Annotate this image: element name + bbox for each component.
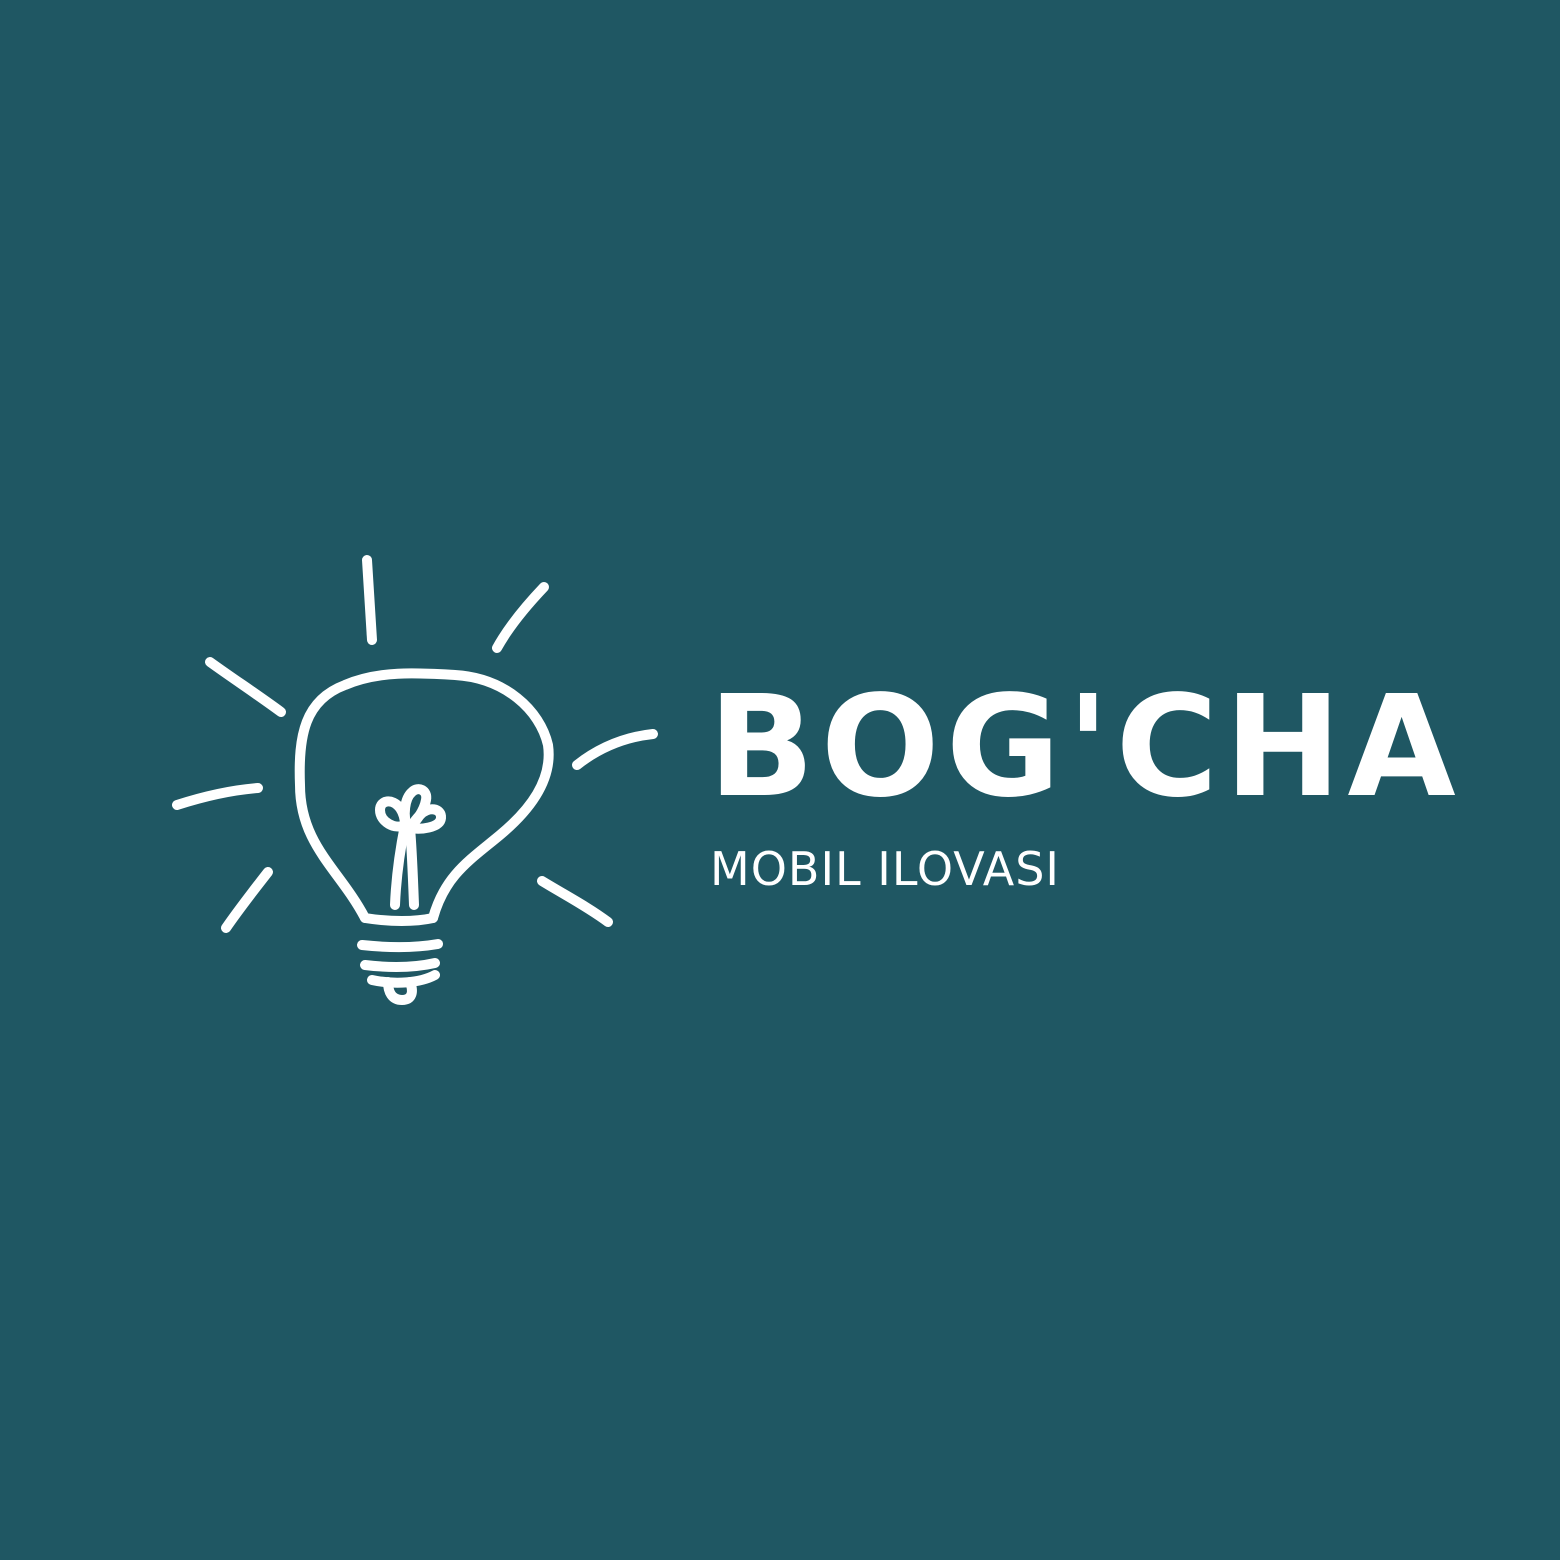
lightbulb-icon — [160, 540, 680, 1030]
brand-subtitle: MOBIL ILOVASI — [710, 842, 1060, 896]
brand-title: BOG'CHA — [708, 666, 1462, 829]
